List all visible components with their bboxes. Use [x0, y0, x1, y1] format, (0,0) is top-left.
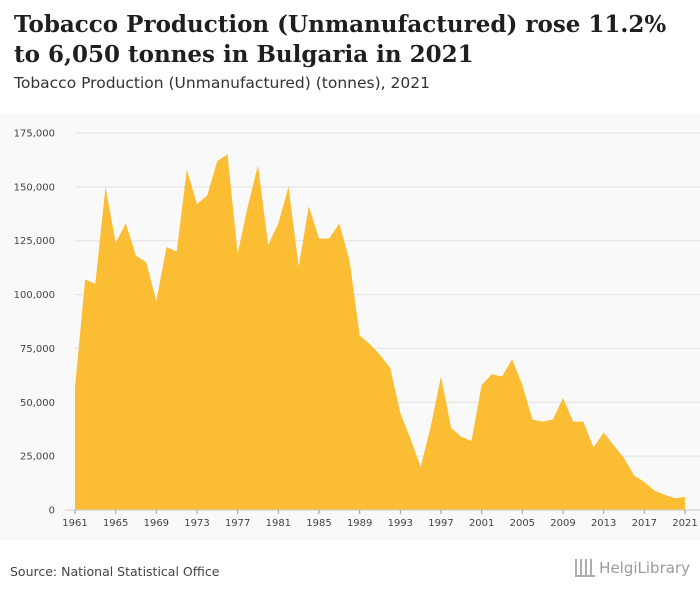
x-tick-label: 1977	[225, 518, 250, 529]
x-tick-label: 1969	[144, 518, 169, 529]
area-chart: 0 25,000 50,000 75,000 100,000 125,000 150,000…	[14, 129, 700, 529]
y-tick-label: 175,000	[14, 129, 55, 140]
x-tick-label: 1981	[266, 518, 291, 529]
library-icon	[575, 559, 596, 577]
x-tick-label: 1973	[184, 518, 209, 529]
x-tick-label: 2021	[672, 518, 697, 529]
x-tick-label: 2009	[550, 518, 575, 529]
series-area	[75, 154, 685, 510]
x-tick-label: 1993	[388, 518, 413, 529]
x-tick-label: 1961	[62, 518, 87, 529]
y-tick-label: 150,000	[14, 182, 55, 193]
y-tick-label: 0	[49, 506, 55, 517]
x-tick-label: 2013	[591, 518, 616, 529]
x-tick-label: 1965	[103, 518, 128, 529]
y-tick-label: 125,000	[14, 236, 55, 247]
brand-logo: HelgiLibrary	[575, 559, 690, 577]
chart-title: Tobacco Production (Unmanufactured) rose…	[14, 11, 667, 68]
brand-name: HelgiLibrary	[599, 559, 690, 577]
x-tick-label: 2005	[510, 518, 535, 529]
x-tick-label: 1997	[428, 518, 453, 529]
y-tick-label: 100,000	[14, 290, 55, 301]
chart-subtitle: Tobacco Production (Unmanufactured) (ton…	[14, 74, 430, 92]
x-tick-label: 1989	[347, 518, 372, 529]
y-tick-label: 50,000	[20, 398, 55, 409]
source-note: Source: National Statistical Office	[10, 564, 220, 579]
chart-header: Tobacco Production (Unmanufactured) rose…	[14, 10, 694, 92]
y-tick-label: 75,000	[20, 344, 55, 355]
x-tick-label: 2001	[469, 518, 494, 529]
x-tick-label: 2017	[632, 518, 657, 529]
y-tick-label: 25,000	[20, 452, 55, 463]
x-tick-label: 1985	[306, 518, 331, 529]
